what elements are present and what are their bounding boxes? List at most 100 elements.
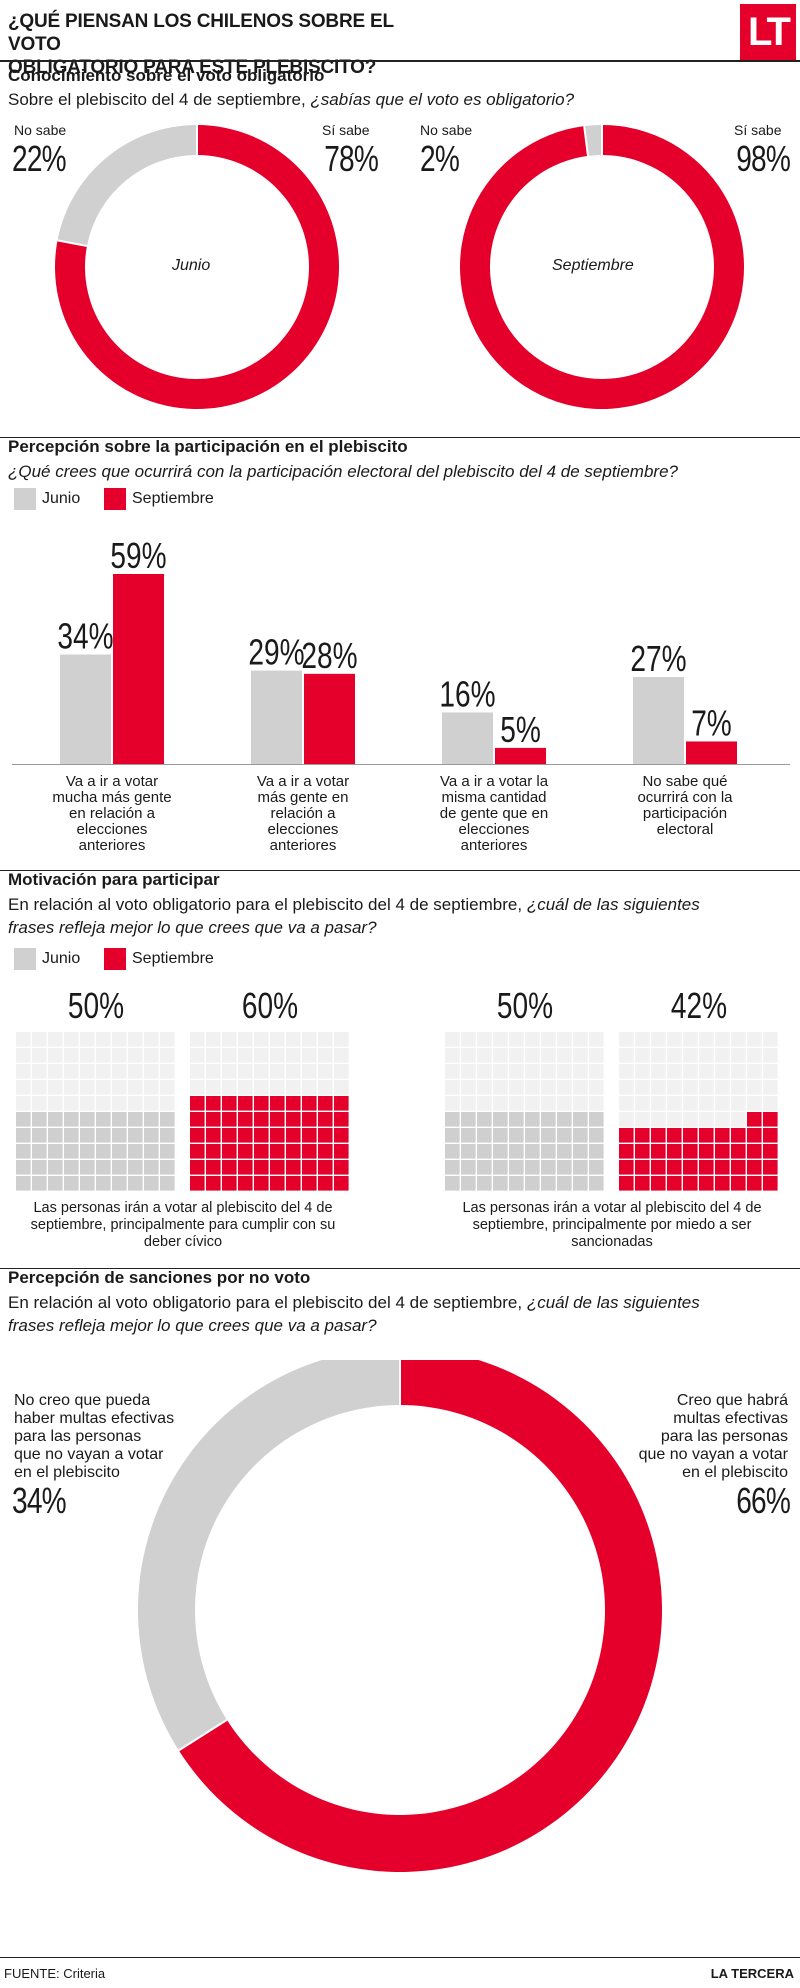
waffle-cell: [318, 1064, 333, 1079]
waffle-cell: [270, 1032, 285, 1047]
waffle-cell: [667, 1176, 682, 1191]
waffle-cell: [731, 1096, 746, 1111]
waffle-cell: [334, 1048, 349, 1063]
waffle-value-label: 60%: [242, 986, 298, 1026]
waffle-cell: [190, 1032, 205, 1047]
waffle-cell: [80, 1080, 95, 1095]
waffle-cell: [270, 1048, 285, 1063]
page-title-line2: OBLIGATORIO PARA ESTE PLEBISCITO?: [8, 57, 377, 78]
waffle-cell: [461, 1144, 476, 1159]
waffle-cell: [334, 1176, 349, 1191]
waffle-chart-motivacion: 50% 60% Las personas irán a votar al plebi…: [16, 986, 778, 1250]
waffle-cell: [731, 1032, 746, 1047]
waffle-cell: [64, 1048, 79, 1063]
waffle-cell: [48, 1112, 63, 1127]
waffle-cell: [635, 1064, 650, 1079]
waffle-cell: [525, 1048, 540, 1063]
legend-junio-label: Junio: [42, 490, 81, 507]
waffle-cell: [747, 1160, 762, 1175]
waffle-cell: [112, 1112, 127, 1127]
waffle-cell: [541, 1096, 556, 1111]
waffle-cell: [747, 1176, 762, 1191]
donut-sanciones-slice-no: [138, 1360, 400, 1751]
waffle-cell: [32, 1032, 47, 1047]
waffle-cell: [286, 1096, 301, 1111]
waffle-cell: [112, 1048, 127, 1063]
waffle-cell: [286, 1032, 301, 1047]
bar-value-label: 5%: [500, 710, 541, 750]
waffle-cell: [619, 1048, 634, 1063]
waffle-cell: [302, 1160, 317, 1175]
donut-sanciones: [138, 1360, 662, 1872]
waffle-cell: [128, 1064, 143, 1079]
waffle-cell: [699, 1064, 714, 1079]
waffle-cell: [112, 1176, 127, 1191]
bar-category-label: Va a ir a votar la: [440, 773, 549, 790]
waffle-cell: [254, 1048, 269, 1063]
waffle-cell: [541, 1080, 556, 1095]
waffle-cell: [206, 1064, 221, 1079]
donut-chart-sanciones: [138, 1360, 662, 1872]
bar-value-label: 28%: [301, 635, 357, 675]
waffle-cell: [16, 1128, 31, 1143]
waffle-cell: [334, 1080, 349, 1095]
waffle-cell: [763, 1032, 778, 1047]
waffle-cell: [160, 1048, 175, 1063]
waffle-category-label: Las personas irán a votar al plebiscito …: [33, 1200, 332, 1216]
waffle-cell: [238, 1080, 253, 1095]
bar-category-label: misma cantidad: [441, 789, 546, 806]
legend2-septiembre-label: Septiembre: [132, 950, 214, 967]
waffle-cell: [573, 1048, 588, 1063]
sanciones-value-si: 66%: [736, 1480, 791, 1521]
waffle-cell: [747, 1144, 762, 1159]
waffle-cell: [635, 1032, 650, 1047]
section3-subtitle-question-2: frases refleja mejor lo que crees que va…: [8, 918, 377, 937]
waffle-cell: [48, 1096, 63, 1111]
waffle-cell: [128, 1032, 143, 1047]
waffle-cell: [699, 1048, 714, 1063]
waffle-cell: [190, 1080, 205, 1095]
waffle-cell: [222, 1176, 237, 1191]
waffle-cell: [238, 1096, 253, 1111]
waffle-cell: [619, 1112, 634, 1127]
waffle-cell: [254, 1176, 269, 1191]
waffle-cell: [557, 1176, 572, 1191]
waffle-cell: [699, 1128, 714, 1143]
waffle-cell: [493, 1064, 508, 1079]
waffle-cell: [144, 1048, 159, 1063]
waffle-cell: [222, 1112, 237, 1127]
waffle-cell: [190, 1144, 205, 1159]
waffle-cell: [206, 1096, 221, 1111]
waffle-cell: [477, 1048, 492, 1063]
waffle-cell: [128, 1144, 143, 1159]
section4-subtitle-plain: En relación al voto obligatorio para el …: [8, 1293, 527, 1312]
waffle-cell: [112, 1144, 127, 1159]
waffle-cell: [667, 1128, 682, 1143]
waffle-cell: [699, 1144, 714, 1159]
waffle-cell: [445, 1176, 460, 1191]
waffle-cell: [445, 1080, 460, 1095]
waffle-cell: [509, 1096, 524, 1111]
waffle-cell: [635, 1176, 650, 1191]
waffle-category-label: Las personas irán a votar al plebiscito …: [462, 1200, 761, 1216]
waffle-cell: [160, 1064, 175, 1079]
donut-septiembre-gap: [583, 125, 589, 157]
waffle-cell: [318, 1144, 333, 1159]
waffle-cell: [763, 1128, 778, 1143]
bar-category-label: participación: [643, 805, 727, 822]
waffle-cell: [635, 1112, 650, 1127]
waffle-cell: [525, 1160, 540, 1175]
waffle-cell: [144, 1080, 159, 1095]
waffle-cell: [270, 1096, 285, 1111]
waffle-cell: [461, 1128, 476, 1143]
waffle-cell: [493, 1080, 508, 1095]
waffle-cell: [541, 1176, 556, 1191]
waffle-cell: [635, 1128, 650, 1143]
waffle-cell: [48, 1064, 63, 1079]
waffle-cell: [619, 1096, 634, 1111]
waffle-cell: [667, 1096, 682, 1111]
waffle-cell: [445, 1032, 460, 1047]
donut-septiembre-label-no: No sabe: [420, 122, 473, 138]
waffle-cell: [651, 1176, 666, 1191]
waffle-cell: [32, 1144, 47, 1159]
